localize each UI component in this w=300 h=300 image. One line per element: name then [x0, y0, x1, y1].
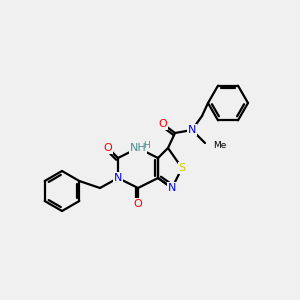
Text: H: H	[142, 142, 149, 151]
Text: O: O	[159, 119, 167, 129]
Text: O: O	[134, 199, 142, 209]
Text: Me: Me	[213, 140, 226, 149]
Text: O: O	[103, 143, 112, 153]
Text: NH: NH	[130, 143, 146, 153]
Text: N: N	[114, 173, 122, 183]
Text: S: S	[178, 163, 186, 173]
Text: N: N	[168, 183, 176, 193]
Text: N: N	[188, 125, 196, 135]
